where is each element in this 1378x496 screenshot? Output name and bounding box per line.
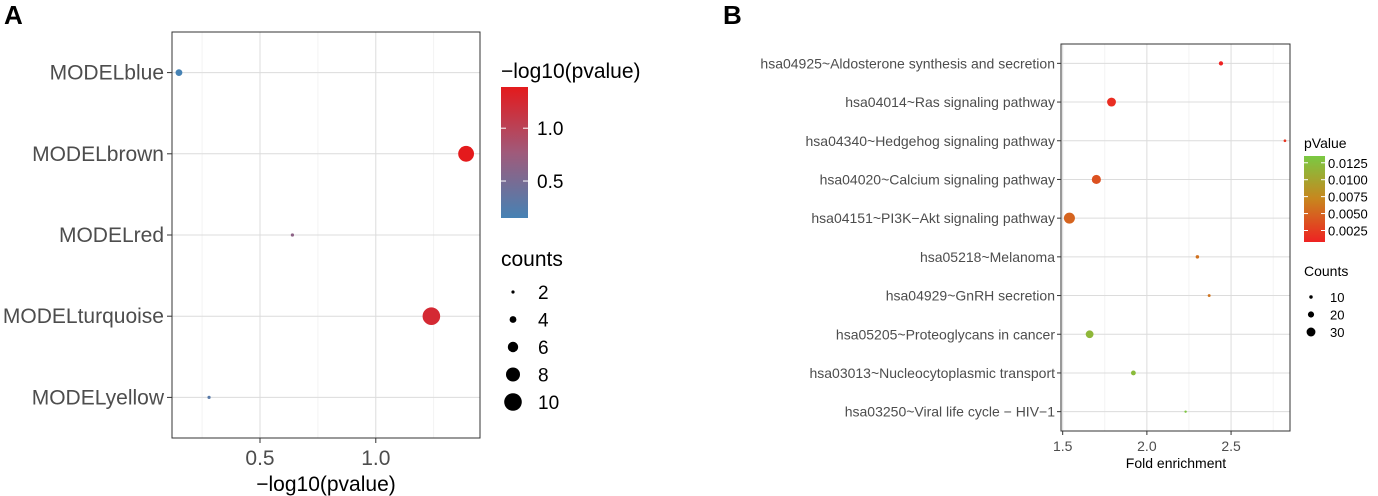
panel-a-point-modelbrown <box>458 145 475 162</box>
panel-a-x-tick-label: 0.5 <box>245 447 274 470</box>
panel-b-colorbar-label: 0.0025 <box>1328 223 1368 238</box>
panel-a-x-tick-label: 1.0 <box>361 447 390 470</box>
panel-b-point-hsa04151-pi3k-akt-signaling-pathway <box>1063 212 1075 224</box>
panel-b-colorbar-label: 0.0125 <box>1328 156 1368 171</box>
panel-a-size-legend-key <box>511 290 515 294</box>
panel-a-colorbar-label: 0.5 <box>537 172 563 193</box>
panel-b-colorbar-label: 0.0075 <box>1328 190 1368 205</box>
panel-a-size-legend-title: counts <box>501 248 563 271</box>
panel-b-y-tick-label-hsa04014-ras-signaling-pathway: hsa04014~Ras signaling pathway <box>845 94 1055 110</box>
panel-b-point-hsa05205-proteoglycans-in-cancer <box>1085 330 1094 339</box>
panel-b-y-tick-label-hsa03250-viral-life-cycle-hiv-1: hsa03250~Viral life cycle − HIV−1 <box>845 404 1055 420</box>
panel-a-point-modelturquoise <box>422 307 441 326</box>
panel-b: B hsa04925~Aldosterone synthesis and sec… <box>723 0 1368 471</box>
panel-b-y-tick-label-hsa04151-pi3k-akt-signaling-pathway: hsa04151~PI3K−Akt signaling pathway <box>811 210 1055 226</box>
panel-a-y-tick-label-modelyellow: MODELyellow <box>32 386 165 409</box>
panel-a-x-ticks: 0.5 1.0 <box>245 438 390 470</box>
panel-b-colorbar-label: 0.0100 <box>1328 173 1368 188</box>
panel-b-x-tick-label: 2.0 <box>1137 438 1157 454</box>
panel-b-size-legend-key <box>1309 295 1313 299</box>
panel-a-size-legend-label: 2 <box>538 283 549 304</box>
panel-b-y-tick-label-hsa04925-aldosterone-synthesis-and-secretion: hsa04925~Aldosterone synthesis and secre… <box>760 55 1055 71</box>
panel-a-size-legend-key <box>504 393 522 411</box>
panel-b-point-hsa05218-melanoma <box>1195 255 1200 259</box>
panel-b-y-tick-label-hsa04020-calcium-signaling-pathway: hsa04020~Calcium signaling pathway <box>820 171 1055 187</box>
panel-b-y-tick-label-hsa05218-melanoma: hsa05218~Melanoma <box>920 249 1055 265</box>
panel-b-y-tick-label-hsa04340-hedgehog-signaling-pathway: hsa04340~Hedgehog signaling pathway <box>806 133 1055 149</box>
panel-b-size-legend-label: 30 <box>1330 325 1344 340</box>
panel-b-size-legend-title: Counts <box>1304 263 1348 279</box>
panel-b-colorbar-label: 0.0050 <box>1328 207 1368 222</box>
panel-a-point-modelyellow <box>207 395 211 399</box>
panel-b-y-tick-label-hsa04929-gnrh-secretion: hsa04929~GnRH secretion <box>886 288 1055 304</box>
panel-a: A MODELblue MODELbrown MODELred MODELturquo… <box>3 0 641 496</box>
panel-a-size-legend: 2 4 6 8 10 <box>504 283 559 414</box>
panel-a-y-ticks: MODELblue MODELbrown MODELred MODELturquois… <box>3 62 172 409</box>
panel-b-x-tick-label: 1.5 <box>1053 438 1073 454</box>
panel-a-size-legend-label: 10 <box>538 393 559 414</box>
panel-a-colorbar-ticks: 0.5 1.0 <box>501 119 563 193</box>
panel-b-x-axis-title: Fold enrichment <box>1126 455 1226 471</box>
panel-a-color-legend-title: −log10(pvalue) <box>501 60 641 83</box>
panel-b-y-ticks: hsa04925~Aldosterone synthesis and secre… <box>760 55 1061 420</box>
panel-b-points <box>1063 61 1287 413</box>
panel-a-size-legend-label: 4 <box>538 311 549 332</box>
panel-b-letter: B <box>723 0 742 30</box>
panel-a-y-tick-label-modelbrown: MODELbrown <box>32 143 164 166</box>
panel-a-size-legend-label: 6 <box>538 338 549 359</box>
panel-b-color-legend-title: pValue <box>1304 135 1347 151</box>
panel-a-size-legend-key <box>506 367 520 382</box>
panel-b-point-hsa04929-gnrh-secretion <box>1207 294 1211 298</box>
panel-a-y-tick-label-modelred: MODELred <box>59 224 164 247</box>
panel-b-plot-border <box>1060 43 1291 432</box>
panel-b-colorbar <box>1304 156 1325 242</box>
panel-b-point-hsa03013-nucleocytoplasmic-transport <box>1130 370 1136 376</box>
panel-b-point-hsa04020-calcium-signaling-pathway <box>1091 174 1101 185</box>
panel-a-point-modelred <box>290 233 295 237</box>
panel-b-x-tick-label: 2.5 <box>1221 438 1241 454</box>
panel-b-size-legend-key <box>1306 327 1316 337</box>
panel-b-y-tick-label-hsa05205-proteoglycans-in-cancer: hsa05205~Proteoglycans in cancer <box>836 326 1055 342</box>
panel-a-size-legend-key <box>509 316 517 323</box>
panel-b-x-ticks: 1.5 2.0 2.5 <box>1053 431 1241 454</box>
panel-a-y-tick-label-modelblue: MODELblue <box>50 62 164 85</box>
panel-a-grid <box>172 32 480 438</box>
panel-b-size-legend-label: 10 <box>1330 290 1344 305</box>
panel-a-points <box>175 69 475 399</box>
panel-a-y-tick-label-modelturquoise: MODELturquoise <box>3 305 164 328</box>
panel-a-letter: A <box>4 0 23 30</box>
panel-a-x-axis-title: −log10(pvalue) <box>256 473 396 496</box>
panel-a-colorbar-label: 1.0 <box>537 119 563 140</box>
panel-a-size-legend-label: 8 <box>538 366 549 387</box>
panel-b-point-hsa03250-viral-life-cycle-hiv-1 <box>1184 410 1187 413</box>
panel-b-y-tick-label-hsa03013-nucleocytoplasmic-transport: hsa03013~Nucleocytoplasmic transport <box>809 365 1055 381</box>
panel-b-point-hsa04925-aldosterone-synthesis-and-secretion <box>1218 61 1224 66</box>
panel-b-grid <box>1061 44 1290 431</box>
panel-b-size-legend-key <box>1307 311 1315 318</box>
panel-a-size-legend-key <box>507 341 519 353</box>
panel-b-point-hsa04340-hedgehog-signaling-pathway <box>1283 139 1287 143</box>
panel-b-point-hsa04014-ras-signaling-pathway <box>1107 97 1116 107</box>
panel-a-point-modelblue <box>175 69 183 76</box>
panel-a-colorbar <box>501 87 528 218</box>
panel-b-size-legend: 10 20 30 <box>1306 290 1344 340</box>
panel-b-size-legend-label: 20 <box>1330 308 1344 323</box>
